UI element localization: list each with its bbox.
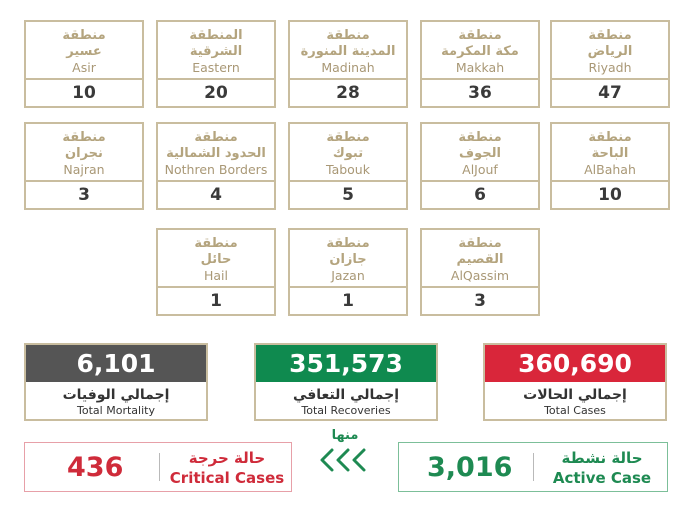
- region-count: 36: [468, 83, 492, 103]
- region-name-ar: منطقة الجوف: [458, 130, 502, 161]
- total-recoveries-label-en: Total Recoveries: [301, 404, 391, 417]
- of-which-indicator: منها: [314, 428, 376, 473]
- active-case-card: 3,016 حالة نشطة Active Case: [398, 442, 668, 492]
- total-cases-value: 360,690: [485, 345, 665, 382]
- region-count: 10: [72, 83, 96, 103]
- region-card-header: منطقة مكة المكرمة Makkah: [422, 22, 538, 80]
- region-card-header: منطقة تبوك Tabouk: [290, 124, 406, 182]
- region-name-en: Jazan: [331, 268, 365, 283]
- region-card-header: منطقة القصيم AlQassim: [422, 230, 538, 288]
- total-mortality-label-en: Total Mortality: [77, 404, 155, 417]
- region-card-hail: منطقة حائل Hail 1: [156, 228, 276, 316]
- region-name-ar: منطقة المدينة المنورة: [300, 28, 396, 59]
- region-card-header: منطقة الرياض Riyadh: [552, 22, 668, 80]
- region-name-ar: منطقة جازان: [326, 236, 370, 267]
- region-card-tabouk: منطقة تبوك Tabouk 5: [288, 122, 408, 210]
- region-card-eastern: المنطقة الشرقية Eastern 20: [156, 20, 276, 108]
- region-name-en: Nothren Borders: [164, 162, 268, 177]
- region-card-aljouf: منطقة الجوف AlJouf 6: [420, 122, 540, 210]
- region-card-asir: منطقة عسير Asir 10: [24, 20, 144, 108]
- region-name-en: AlQassim: [450, 268, 510, 283]
- region-card-header: منطقة المدينة المنورة Madinah: [290, 22, 406, 80]
- critical-cases-label-ar: حالة حرجة: [188, 449, 266, 467]
- region-card-alqassim: منطقة القصيم AlQassim 3: [420, 228, 540, 316]
- region-card-northern-borders: منطقة الحدود الشمالية Nothren Borders 4: [156, 122, 276, 210]
- region-name-en: AlJouf: [462, 162, 498, 177]
- region-name-ar: منطقة تبوك: [326, 130, 370, 161]
- region-card-header: المنطقة الشرقية Eastern: [158, 22, 274, 80]
- triple-chevron-left-icon: [320, 448, 366, 472]
- region-card-jazan: منطقة جازان Jazan 1: [288, 228, 408, 316]
- total-cases-label-en: Total Cases: [544, 404, 606, 417]
- active-case-label-ar: حالة نشطة: [561, 449, 643, 467]
- region-card-madinah: منطقة المدينة المنورة Madinah 28: [288, 20, 408, 108]
- critical-cases-label: حالة حرجة Critical Cases: [165, 449, 289, 487]
- total-recoveries-label-ar: إجمالي التعافي: [292, 387, 400, 403]
- region-count: 3: [78, 185, 90, 205]
- active-case-label-en: Active Case: [552, 469, 652, 487]
- region-card-makkah: منطقة مكة المكرمة Makkah 36: [420, 20, 540, 108]
- of-which-label: منها: [331, 428, 359, 443]
- total-mortality-label-ar: إجمالي الوفيات: [62, 387, 170, 403]
- total-recoveries-value: 351,573: [256, 345, 436, 382]
- region-name-en: Makkah: [455, 60, 505, 75]
- region-card-header: منطقة الجوف AlJouf: [422, 124, 538, 182]
- region-count: 10: [598, 185, 622, 205]
- region-count: 47: [598, 83, 622, 103]
- region-name-en: Asir: [72, 60, 96, 75]
- region-name-ar: منطقة عسير: [62, 28, 106, 59]
- region-card-header: منطقة جازان Jazan: [290, 230, 406, 288]
- region-count: 28: [336, 83, 360, 103]
- region-card-header: منطقة الحدود الشمالية Nothren Borders: [158, 124, 274, 182]
- total-cases-card: 360,690 إجمالي الحالات Total Cases: [483, 343, 667, 421]
- region-name-ar: منطقة الحدود الشمالية: [166, 130, 266, 161]
- region-name-ar: المنطقة الشرقية: [189, 28, 243, 59]
- total-recoveries-card: 351,573 إجمالي التعافي Total Recoveries: [254, 343, 438, 421]
- region-count: 3: [474, 291, 486, 311]
- region-count: 1: [342, 291, 354, 311]
- region-name-ar: منطقة الباحة: [588, 130, 632, 161]
- region-count: 4: [210, 185, 222, 205]
- region-card-najran: منطقة نجران Najran 3: [24, 122, 144, 210]
- region-name-en: Tabouk: [326, 162, 370, 177]
- active-case-label: حالة نشطة Active Case: [539, 449, 665, 487]
- active-case-value: 3,016: [427, 451, 513, 483]
- region-name-ar: منطقة مكة المكرمة: [441, 28, 519, 59]
- region-name-ar: منطقة القصيم: [456, 236, 504, 267]
- total-cases-label-ar: إجمالي الحالات: [523, 387, 627, 403]
- region-card-header: منطقة نجران Najran: [26, 124, 142, 182]
- region-card-albahah: منطقة الباحة AlBahah 10: [550, 122, 670, 210]
- total-mortality-card: 6,101 إجمالي الوفيات Total Mortality: [24, 343, 208, 421]
- total-mortality-value: 6,101: [26, 345, 206, 382]
- region-count: 6: [474, 185, 486, 205]
- region-name-ar: منطقة الرياض: [587, 28, 633, 59]
- region-card-header: منطقة حائل Hail: [158, 230, 274, 288]
- region-name-en: AlBahah: [584, 162, 636, 177]
- region-name-en: Najran: [63, 162, 105, 177]
- region-card-header: منطقة عسير Asir: [26, 22, 142, 80]
- region-count: 1: [210, 291, 222, 311]
- region-name-ar: منطقة حائل: [194, 236, 238, 267]
- critical-cases-divider: [159, 453, 160, 481]
- region-name-en: Madinah: [321, 60, 375, 75]
- region-name-en: Hail: [203, 268, 228, 283]
- critical-cases-card: 436 حالة حرجة Critical Cases: [24, 442, 292, 492]
- region-name-en: Eastern: [192, 60, 240, 75]
- active-case-divider: [533, 453, 534, 481]
- region-name-en: Riyadh: [588, 60, 632, 75]
- region-count: 5: [342, 185, 354, 205]
- critical-cases-label-en: Critical Cases: [169, 469, 285, 487]
- region-card-riyadh: منطقة الرياض Riyadh 47: [550, 20, 670, 108]
- critical-cases-value: 436: [67, 451, 124, 483]
- region-name-ar: منطقة نجران: [62, 130, 106, 161]
- region-card-header: منطقة الباحة AlBahah: [552, 124, 668, 182]
- region-count: 20: [204, 83, 228, 103]
